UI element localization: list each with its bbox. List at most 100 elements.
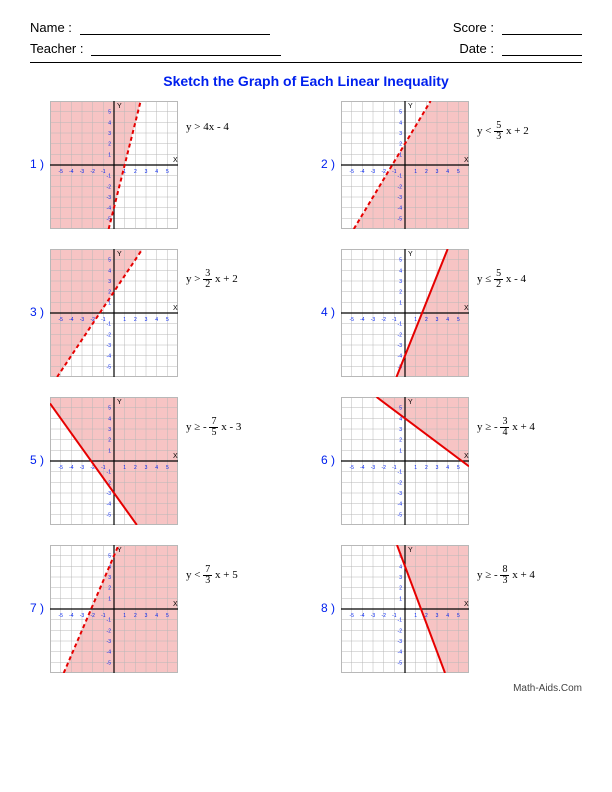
svg-text:4: 4 (446, 613, 449, 619)
equation: y > 32 x + 2 (186, 269, 238, 290)
name-field: Name : (30, 20, 270, 35)
svg-text:3: 3 (399, 279, 402, 285)
svg-text:-5: -5 (349, 317, 354, 323)
svg-text:-4: -4 (398, 502, 403, 508)
svg-text:2: 2 (134, 465, 137, 471)
equation: y ≥ - 83 x + 4 (477, 565, 535, 586)
svg-text:-2: -2 (398, 184, 403, 190)
date-field: Date : (459, 41, 582, 56)
svg-text:3: 3 (108, 131, 111, 137)
svg-text:-5: -5 (349, 465, 354, 471)
svg-text:-5: -5 (107, 364, 112, 370)
graph-wrap: -5-5-4-4-3-3-2-2-1-11122334455XY (50, 249, 178, 377)
svg-text:4: 4 (446, 169, 449, 175)
svg-text:-1: -1 (101, 317, 106, 323)
svg-text:-1: -1 (398, 174, 403, 180)
graph-wrap: -5-5-4-4-3-3-2-2-1-11122334455XY (341, 397, 469, 525)
score-label: Score : (453, 20, 494, 35)
svg-text:5: 5 (457, 169, 460, 175)
graph: -5-5-4-4-3-3-2-2-1-11122334455XY (50, 101, 178, 229)
svg-text:-1: -1 (107, 174, 112, 180)
problem-number: 3 ) (30, 305, 44, 319)
svg-text:5: 5 (399, 406, 402, 412)
svg-text:5: 5 (457, 613, 460, 619)
svg-text:4: 4 (155, 169, 158, 175)
svg-text:-2: -2 (90, 613, 95, 619)
svg-text:X: X (173, 601, 178, 608)
svg-text:1: 1 (123, 465, 126, 471)
svg-text:-2: -2 (398, 480, 403, 486)
svg-text:-1: -1 (107, 618, 112, 624)
svg-text:5: 5 (166, 317, 169, 323)
svg-text:-1: -1 (107, 470, 112, 476)
svg-text:2: 2 (134, 169, 137, 175)
svg-text:-2: -2 (398, 628, 403, 634)
graph-wrap: -5-5-4-4-3-3-2-2-1-11122334455XY (341, 545, 469, 673)
svg-text:X: X (464, 157, 469, 164)
svg-text:2: 2 (134, 613, 137, 619)
svg-text:4: 4 (446, 465, 449, 471)
equation: y ≤ 52 x - 4 (477, 269, 526, 290)
svg-text:-1: -1 (392, 317, 397, 323)
svg-text:4: 4 (446, 317, 449, 323)
svg-text:1: 1 (414, 465, 417, 471)
svg-text:-1: -1 (101, 169, 106, 175)
graph: -5-5-4-4-3-3-2-2-1-11122334455XY (50, 545, 178, 673)
svg-text:5: 5 (166, 613, 169, 619)
svg-text:-3: -3 (398, 195, 403, 201)
svg-text:1: 1 (123, 613, 126, 619)
svg-text:3: 3 (436, 465, 439, 471)
svg-text:1: 1 (399, 300, 402, 306)
svg-text:-5: -5 (58, 317, 63, 323)
svg-text:-1: -1 (392, 465, 397, 471)
svg-text:-3: -3 (398, 491, 403, 497)
problem-number: 4 ) (321, 305, 335, 319)
svg-text:2: 2 (108, 586, 111, 592)
svg-text:3: 3 (108, 575, 111, 581)
svg-text:-1: -1 (107, 322, 112, 328)
header-row-1: Name : Score : (30, 20, 582, 35)
svg-text:5: 5 (166, 465, 169, 471)
svg-text:4: 4 (399, 416, 402, 422)
svg-text:4: 4 (155, 465, 158, 471)
svg-text:3: 3 (399, 131, 402, 137)
teacher-line (91, 42, 281, 56)
svg-text:-4: -4 (69, 613, 74, 619)
svg-text:-4: -4 (107, 206, 112, 212)
footer-credit: Math-Aids.Com (30, 683, 582, 694)
svg-text:-5: -5 (107, 660, 112, 666)
svg-text:4: 4 (155, 317, 158, 323)
svg-text:-5: -5 (58, 169, 63, 175)
svg-text:5: 5 (108, 406, 111, 412)
svg-text:2: 2 (399, 142, 402, 148)
svg-text:5: 5 (457, 465, 460, 471)
graph: -5-5-4-4-3-3-2-2-1-11122334455XY (341, 397, 469, 525)
svg-text:-2: -2 (107, 184, 112, 190)
problem: 3 )-5-5-4-4-3-3-2-2-1-11122334455XYy > 3… (30, 249, 291, 377)
svg-text:2: 2 (108, 438, 111, 444)
svg-text:5: 5 (399, 258, 402, 264)
svg-text:3: 3 (436, 317, 439, 323)
svg-text:5: 5 (399, 110, 402, 116)
graph: -5-5-4-4-3-3-2-2-1-11122334455XY (50, 397, 178, 525)
svg-text:X: X (173, 453, 178, 460)
svg-text:3: 3 (145, 169, 148, 175)
svg-text:1: 1 (399, 596, 402, 602)
svg-text:3: 3 (399, 575, 402, 581)
equation: y > 4x - 4 (186, 121, 229, 133)
svg-text:5: 5 (108, 258, 111, 264)
svg-text:-5: -5 (58, 465, 63, 471)
problem: 5 )-5-5-4-4-3-3-2-2-1-11122334455XYy ≥ -… (30, 397, 291, 525)
svg-text:-1: -1 (392, 169, 397, 175)
svg-text:-4: -4 (69, 465, 74, 471)
svg-text:-1: -1 (392, 613, 397, 619)
svg-text:Y: Y (117, 399, 122, 406)
problem: 7 )-5-5-4-4-3-3-2-2-1-11122334455XYy < 7… (30, 545, 291, 673)
svg-text:1: 1 (414, 317, 417, 323)
svg-text:-3: -3 (80, 317, 85, 323)
problem-number: 7 ) (30, 601, 44, 615)
svg-text:-3: -3 (371, 169, 376, 175)
graph-wrap: -5-5-4-4-3-3-2-2-1-11122334455XY (341, 101, 469, 229)
svg-text:4: 4 (108, 120, 111, 126)
svg-text:-5: -5 (398, 512, 403, 518)
